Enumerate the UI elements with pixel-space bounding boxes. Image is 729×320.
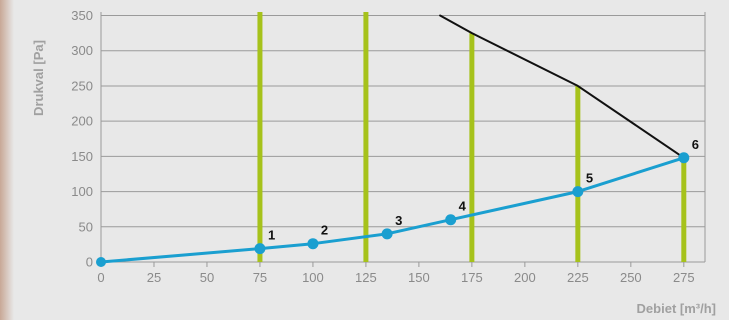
origin-point [96,257,106,267]
marker-point [254,243,266,255]
marker-point [572,186,584,198]
data-points [96,152,690,267]
x-tick-label: 25 [147,270,161,285]
marker-label: 2 [321,223,328,238]
x-tick-label: 125 [355,270,377,285]
fan-curve-line [439,14,685,159]
y-axis-title: Drukval [Pa] [31,40,46,116]
x-tick-label: 75 [253,270,267,285]
marker-point [678,152,690,164]
plot-area [101,12,705,262]
x-tick-label: 175 [461,270,483,285]
x-axis-title: Debiet [m³/h] [637,301,716,316]
marker-label: 1 [268,228,275,243]
x-tick-label: 100 [302,270,324,285]
y-tick-label: 100 [71,184,93,199]
x-tick-label: 225 [567,270,589,285]
marker-label: 4 [459,199,467,214]
grid [100,12,706,267]
marker-point [381,228,393,240]
vertical-bars [257,12,687,262]
x-tick-label: 250 [620,270,642,285]
marker-label: 6 [692,137,699,152]
y-tick-label: 0 [86,255,93,270]
x-tick-label: 150 [408,270,430,285]
marker-point [445,214,457,226]
y-tick-label: 50 [79,219,93,234]
y-tick-label: 300 [71,43,93,58]
background-photo-edge [0,0,14,320]
marker-point [307,238,319,250]
marker-label: 3 [395,213,402,228]
y-tick-label: 200 [71,114,93,129]
x-tick-label: 50 [200,270,214,285]
point-labels: 1 2 3 4 5 6 [268,137,699,243]
x-tick-label: 275 [673,270,695,285]
y-tick-label: 150 [71,149,93,164]
marker-label: 5 [586,171,593,186]
x-tick-label: 0 [97,270,104,285]
y-tick-label: 250 [71,78,93,93]
x-tick-label: 200 [514,270,536,285]
y-tick-label: 350 [71,8,93,23]
